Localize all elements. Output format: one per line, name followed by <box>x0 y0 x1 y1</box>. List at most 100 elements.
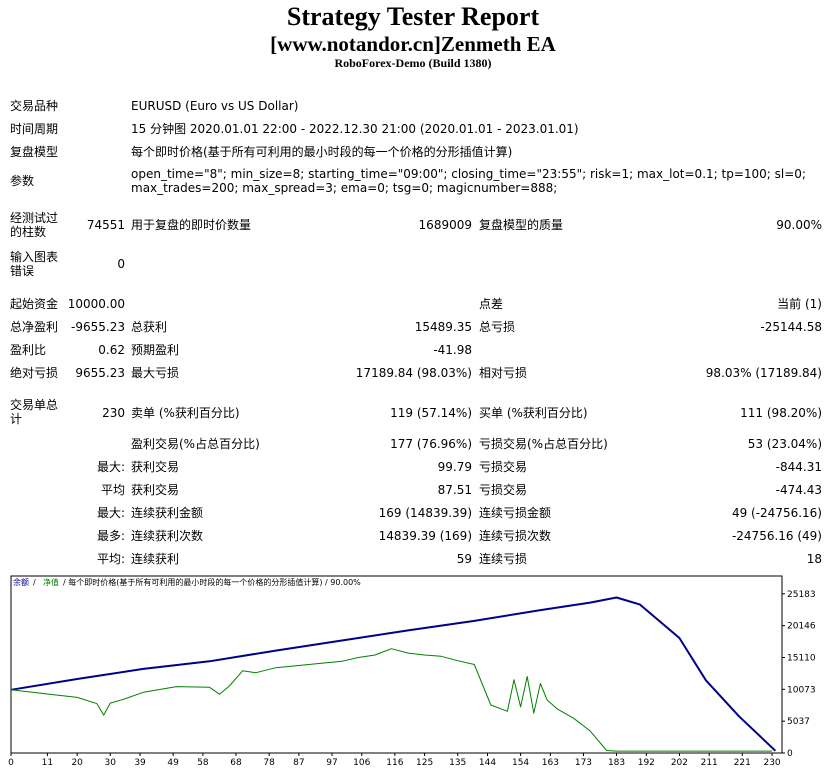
quality-label: 复盘模型的质量 <box>479 218 564 232</box>
short-trades-label: 卖单 (%获利百分比) <box>131 406 240 420</box>
max-consec-wins-label: 连续获利金额 <box>131 506 204 520</box>
spread-value: 当前 (1) <box>777 297 822 311</box>
deposit-value: 10000.00 <box>67 297 125 311</box>
x-tick-label: 20 <box>71 758 83 768</box>
x-tick-label: 0 <box>8 758 14 768</box>
long-trades-label: 买单 (%获利百分比) <box>479 406 588 420</box>
profit-factor-value: 0.62 <box>98 343 125 357</box>
x-tick-label: 68 <box>230 758 242 768</box>
max-drawdown-label: 最大亏损 <box>131 366 180 380</box>
maximal-consec-profit-value: 14839.39 (169) <box>378 529 472 543</box>
largest-profit-value: 99.79 <box>437 460 472 474</box>
symbol-value: EURUSD (Euro vs US Dollar) <box>131 99 299 113</box>
x-tick-label: 135 <box>449 758 466 768</box>
x-tick-label: 39 <box>134 758 146 768</box>
average-loss-value: -474.43 <box>775 483 822 497</box>
x-tick-label: 192 <box>638 758 655 768</box>
loss-trades-label: 亏损交易(%占总百分比) <box>479 437 608 451</box>
rel-drawdown-value: 98.03% (17189.84) <box>705 366 822 380</box>
params-line-2: max_trades=200; max_spread=3; ema=0; tsg… <box>131 181 558 195</box>
y-tick-label: 25183 <box>787 590 816 600</box>
abs-drawdown-value: 9655.23 <box>75 366 125 380</box>
gross-loss-value: -25144.58 <box>760 320 822 334</box>
short-trades-value: 119 (57.14%) <box>390 406 472 420</box>
expected-payoff-value: -41.98 <box>433 343 472 357</box>
x-tick-label: 183 <box>608 758 625 768</box>
long-trades-value: 111 (98.20%) <box>740 406 822 420</box>
x-tick-label: 106 <box>353 758 370 768</box>
x-tick-label: 58 <box>197 758 209 768</box>
maximal-consec-loss-value: -24756.16 (49) <box>731 529 822 543</box>
x-tick-label: 230 <box>763 758 780 768</box>
report-title: Strategy Tester Report <box>286 2 540 31</box>
x-tick-label: 116 <box>386 758 403 768</box>
model-value: 每个即时价格(基于所有可利用的最小时段的每一个价格的分形插值计算) <box>131 145 513 159</box>
x-tick-label: 97 <box>326 758 337 768</box>
model-label: 复盘模型 <box>10 145 59 159</box>
spread-label: 点差 <box>479 297 504 311</box>
params-label: 参数 <box>10 174 35 188</box>
x-tick-label: 221 <box>734 758 751 768</box>
max-consec-losses-label: 连续亏损金额 <box>479 506 552 520</box>
rel-drawdown-label: 相对亏损 <box>479 366 528 380</box>
x-tick-label: 173 <box>575 758 592 768</box>
x-tick-label: 154 <box>512 758 529 768</box>
abs-drawdown-label: 绝对亏损 <box>10 366 59 380</box>
chart-svg: 余额 / 净值 / 每个即时价格(基于所有可利用的最小时段的每一个价格的分形插值… <box>8 575 816 768</box>
gross-profit-value: 15489.35 <box>414 320 472 334</box>
errors-value: 0 <box>117 257 125 271</box>
legend-description: / 每个即时价格(基于所有可利用的最小时段的每一个价格的分形插值计算) / 90… <box>63 577 361 587</box>
legend-separator: / <box>33 578 36 587</box>
x-tick-label: 211 <box>701 758 718 768</box>
legend-balance: 余额 <box>13 577 29 587</box>
total-trades-value: 230 <box>102 406 125 420</box>
avg-consec-losses-value: 18 <box>806 552 822 566</box>
x-tick-label: 11 <box>42 758 53 768</box>
symbol-label: 交易品种 <box>10 99 59 113</box>
total-trades-label: 交易单总计 <box>10 398 59 426</box>
report-subtitle: [www.notandor.cn]Zenmeth EA <box>270 32 556 56</box>
params-line-1: open_time="8"; min_size=8; starting_time… <box>131 167 806 181</box>
max-consec-losses-value: 49 (-24756.16) <box>731 506 822 520</box>
average-loss-label: 亏损交易 <box>479 483 528 497</box>
y-tick-label: 20146 <box>787 622 816 632</box>
balance-line <box>10 596 777 752</box>
maximal-consec-loss-label: 连续亏损次数 <box>479 529 552 543</box>
y-tick-label: 15110 <box>787 653 816 663</box>
ticks-label: 用于复盘的即时价数量 <box>131 218 252 232</box>
loss-trades-value: 53 (23.04%) <box>747 437 822 451</box>
x-tick-label: 202 <box>671 758 688 768</box>
report-build: RoboForex-Demo (Build 1380) <box>334 56 492 70</box>
net-profit-label: 总净盈利 <box>10 320 59 334</box>
x-tick-label: 30 <box>105 758 117 768</box>
average-label: 平均 <box>100 483 125 497</box>
profit-trades-value: 177 (76.96%) <box>390 437 472 451</box>
x-tick-label: 78 <box>263 758 275 768</box>
largest-loss-label: 亏损交易 <box>479 460 528 474</box>
period-label: 时间周期 <box>10 122 59 136</box>
profit-trades-label: 盈利交易(%占总百分比) <box>131 437 260 451</box>
avg-consec-label: 平均: <box>96 552 125 566</box>
legend-equity: 净值 <box>43 577 59 587</box>
x-tick-label: 87 <box>293 758 304 768</box>
x-tick-label: 163 <box>542 758 559 768</box>
errors-label: 输入图表错误 <box>10 250 59 278</box>
deposit-label: 起始资金 <box>10 297 59 311</box>
avg-consec-wins-value: 59 <box>456 552 472 566</box>
period-value: 15 分钟图 2020.01.01 22:00 - 2022.12.30 21:… <box>131 122 579 136</box>
x-tick-label: 125 <box>416 758 433 768</box>
profit-factor-label: 盈利比 <box>10 343 47 357</box>
gross-loss-label: 总亏损 <box>479 320 516 334</box>
avg-consec-wins-label: 连续获利 <box>131 552 180 566</box>
max-drawdown-value: 17189.84 (98.03%) <box>355 366 472 380</box>
bars-value: 74551 <box>86 218 125 232</box>
plot-frame <box>10 575 783 754</box>
avg-consec-losses-label: 连续亏损 <box>479 552 528 566</box>
equity-line <box>10 648 773 752</box>
y-tick-label: 5037 <box>787 717 810 727</box>
y-tick-label: 0 <box>787 749 793 759</box>
largest-profit-label: 获利交易 <box>131 460 180 474</box>
max-consec-wins-value: 169 (14839.39) <box>378 506 472 520</box>
maximal-label: 最多: <box>96 529 125 543</box>
x-tick-label: 49 <box>167 758 179 768</box>
